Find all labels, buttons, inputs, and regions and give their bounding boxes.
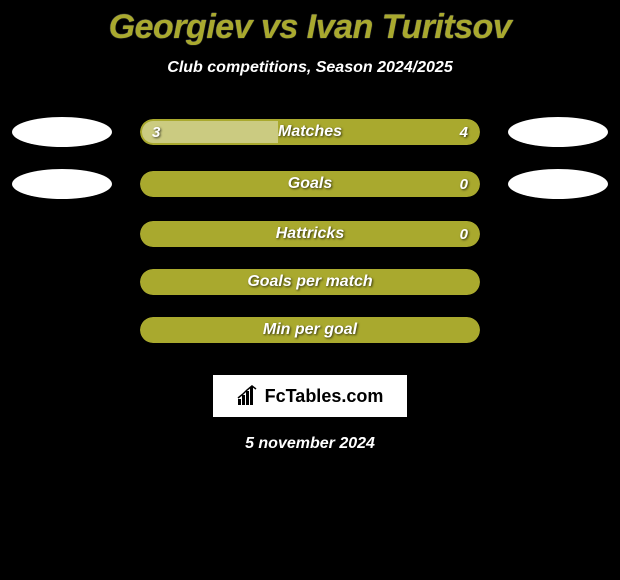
stats-container: 3 Matches 4 Goals 0 Hattricks 0 Goals per match…: [12, 117, 608, 365]
page-title: Georgiev vs Ivan Turitsov: [109, 8, 512, 47]
stat-bar-fill: [142, 121, 278, 143]
stats-row: Min per goal: [12, 317, 608, 343]
stat-label: Hattricks: [276, 225, 344, 243]
stat-value-left: 3: [152, 124, 160, 141]
stat-bar: Min per goal: [140, 317, 480, 343]
brand-box[interactable]: FcTables.com: [213, 375, 408, 417]
stat-value-right: 0: [460, 226, 468, 243]
avatar-left: [12, 169, 112, 199]
stats-row: Goals per match: [12, 269, 608, 295]
stat-bar: Hattricks 0: [140, 221, 480, 247]
stat-label: Goals: [288, 175, 332, 193]
avatar-right: [508, 117, 608, 147]
main-container: Georgiev vs Ivan Turitsov Club competiti…: [0, 0, 620, 453]
stat-label: Min per goal: [263, 321, 357, 339]
stat-bar: Goals per match: [140, 269, 480, 295]
stats-row: Goals 0: [12, 169, 608, 199]
brand-text: FcTables.com: [265, 386, 384, 407]
stats-row: Hattricks 0: [12, 221, 608, 247]
stat-label: Goals per match: [247, 273, 372, 291]
avatar-right: [508, 169, 608, 199]
chart-icon: [237, 385, 259, 407]
stat-bar: Goals 0: [140, 171, 480, 197]
stat-value-right: 0: [460, 176, 468, 193]
date-text: 5 november 2024: [245, 435, 375, 453]
stat-label: Matches: [278, 123, 342, 141]
stats-row: 3 Matches 4: [12, 117, 608, 147]
avatar-left: [12, 117, 112, 147]
stat-value-right: 4: [460, 124, 468, 141]
stat-bar: 3 Matches 4: [140, 119, 480, 145]
subtitle: Club competitions, Season 2024/2025: [167, 59, 452, 77]
